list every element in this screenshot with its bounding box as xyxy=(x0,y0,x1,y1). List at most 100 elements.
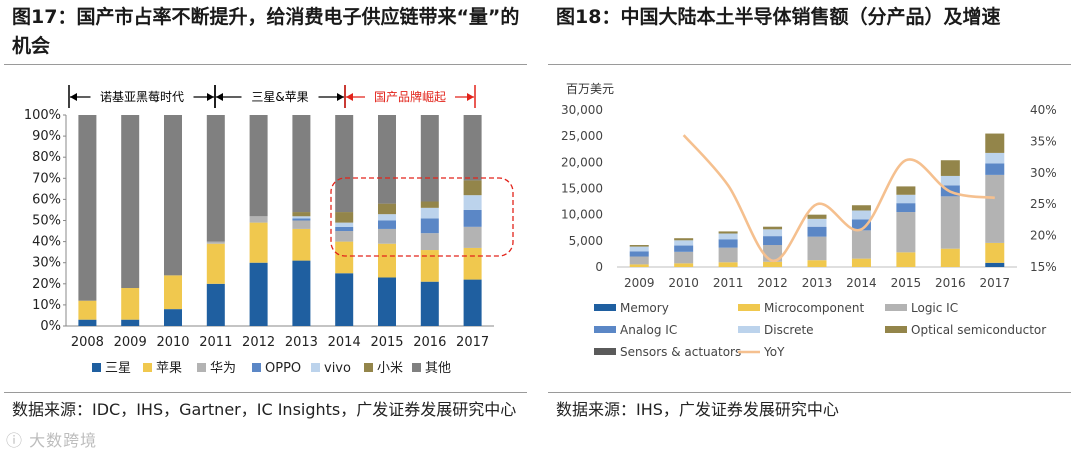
left-bar-2013-OPPO xyxy=(292,218,311,221)
right-x-tick-label: 2014 xyxy=(846,276,877,290)
right-legend-swatch-Memory xyxy=(594,304,616,311)
right-bar-2017-Discrete xyxy=(985,152,1005,164)
left-y-tick-label: 90% xyxy=(32,129,61,144)
right-bar-2017-Microcomponent xyxy=(985,242,1005,263)
left-bar-2016-华为 xyxy=(420,233,439,251)
left-bar-2014-华为 xyxy=(335,231,354,242)
period-domestic-arrow-right xyxy=(467,93,474,101)
right-bar-2011-LogicIC xyxy=(718,247,738,263)
right-bar-2009-AnalogIC xyxy=(629,251,649,257)
right-bar-2014-Opticalsemiconductor xyxy=(851,205,871,211)
left-bar-2010-三星 xyxy=(164,309,182,326)
right-source-note: 数据来源：IHS，广发证券发展研究中心 xyxy=(556,400,839,419)
right-legend-swatch-Opticalsemiconductor xyxy=(885,326,907,333)
left-bar-2016-OPPO xyxy=(420,218,439,234)
right-bar-2012-Microcomponent xyxy=(763,261,783,267)
right-y-tick-label: 10,000 xyxy=(561,208,603,222)
left-x-tick-label: 2011 xyxy=(199,335,232,350)
right-legend-label: Optical semiconductor xyxy=(911,323,1046,337)
right-y2-tick-label: 30% xyxy=(1030,166,1057,180)
left-x-tick-label: 2010 xyxy=(156,335,189,350)
right-bar-2013-AnalogIC xyxy=(807,226,827,237)
left-y-tick-label: 10% xyxy=(32,298,61,313)
left-bar-2012-其他 xyxy=(249,115,268,217)
right-y-tick-label: 30,000 xyxy=(561,103,603,117)
left-bar-2012-三星 xyxy=(249,262,268,326)
left-source-note: 数据来源：IDC，IHS，Gartner，IC Insights，广发证券发展研… xyxy=(12,400,517,419)
right-y2-tick-label: 20% xyxy=(1030,229,1057,243)
right-bar-2017-LogicIC xyxy=(985,174,1005,243)
right-bar-2017-AnalogIC xyxy=(985,163,1005,175)
right-legend-label: YoY xyxy=(763,345,785,359)
right-legend-swatch-AnalogIC xyxy=(594,326,616,333)
left-bar-2016-三星 xyxy=(420,281,439,326)
right-unit-label: 百万美元 xyxy=(566,82,614,96)
left-legend-label: 苹果 xyxy=(156,361,182,376)
left-bar-2015-OPPO xyxy=(378,220,396,229)
right-x-tick-label: 2012 xyxy=(757,276,788,290)
right-bar-2012-Opticalsemiconductor xyxy=(763,226,783,230)
left-bar-2015-其他 xyxy=(378,115,396,204)
right-x-tick-label: 2016 xyxy=(935,276,966,290)
left-y-tick-label: 60% xyxy=(32,192,61,207)
left-x-tick-label: 2013 xyxy=(285,335,318,350)
right-legend-swatch-Sensorsactuators xyxy=(594,348,616,355)
left-chart-title: 图17：国产市占率不断提升，给消费电子供应链带来“量”的机会 xyxy=(12,6,520,57)
left-bar-2015-华为 xyxy=(378,228,396,244)
right-bar-2015-Microcomponent xyxy=(896,252,916,267)
left-legend-label: 华为 xyxy=(210,361,236,376)
right-bar-2016-Opticalsemiconductor xyxy=(940,160,960,176)
left-bar-2013-苹果 xyxy=(292,228,311,261)
right-bar-2014-AnalogIC xyxy=(851,219,871,231)
left-legend-swatch-vivo xyxy=(311,363,320,372)
right-yoy-line xyxy=(682,134,995,263)
right-bar-2010-Microcomponent xyxy=(674,263,694,267)
right-bar-2014-Discrete xyxy=(851,210,871,220)
right-bar-2014-LogicIC xyxy=(851,230,871,259)
right-y2-tick-label: 40% xyxy=(1030,103,1057,117)
left-y-tick-label: 20% xyxy=(32,277,61,292)
right-bottom-rule xyxy=(548,392,1071,393)
left-bar-2009-其他 xyxy=(121,115,140,289)
right-y-tick-label: 5,000 xyxy=(569,234,603,248)
right-bar-2014-Microcomponent xyxy=(851,258,871,267)
left-bar-2016-苹果 xyxy=(420,250,439,282)
period-domestic-label: 国产品牌崛起 xyxy=(374,89,446,104)
left-legend-label: OPPO xyxy=(265,361,301,376)
right-bar-2009-Microcomponent xyxy=(629,264,649,267)
right-y-tick-label: 20,000 xyxy=(561,155,603,169)
right-x-tick-label: 2017 xyxy=(980,276,1011,290)
left-bar-2013-其他 xyxy=(292,115,311,213)
right-legend-swatch-LogicIC xyxy=(885,304,907,311)
left-bar-2016-小米 xyxy=(420,201,439,208)
left-legend-label: vivo xyxy=(324,361,351,376)
left-bar-2012-华为 xyxy=(249,216,268,223)
right-legend-label: Memory xyxy=(620,301,669,315)
left-bar-2017-其他 xyxy=(463,115,482,181)
right-legend-label: Microcomponent xyxy=(764,301,864,315)
right-bar-2010-Opticalsemiconductor xyxy=(674,238,694,241)
left-bar-2010-苹果 xyxy=(164,275,182,310)
right-x-tick-label: 2011 xyxy=(713,276,744,290)
left-y-tick-label: 70% xyxy=(32,171,61,186)
period-samsung-apple-label: 三星&苹果 xyxy=(251,90,308,104)
left-bar-2008-三星 xyxy=(78,319,97,326)
period-samsung-apple-arrow-right xyxy=(337,93,344,101)
period-nokia-arrow-left xyxy=(70,93,77,101)
left-bar-2008-其他 xyxy=(78,115,97,301)
left-x-tick-label: 2012 xyxy=(242,335,275,350)
right-bar-2010-LogicIC xyxy=(674,251,694,264)
right-x-tick-label: 2009 xyxy=(624,276,655,290)
left-bar-2008-苹果 xyxy=(78,300,97,320)
right-bar-2017-Memory xyxy=(985,262,1005,267)
left-bar-2016-vivo xyxy=(420,207,439,219)
left-bar-2013-华为 xyxy=(292,220,311,229)
right-y-tick-label: 25,000 xyxy=(561,129,603,143)
right-x-tick-label: 2013 xyxy=(802,276,833,290)
left-bar-2011-华为 xyxy=(206,241,225,244)
right-bar-2012-AnalogIC xyxy=(763,236,783,246)
right-bar-2012-Discrete xyxy=(763,229,783,237)
left-x-tick-label: 2015 xyxy=(370,335,403,350)
right-bar-2013-Discrete xyxy=(807,218,827,227)
